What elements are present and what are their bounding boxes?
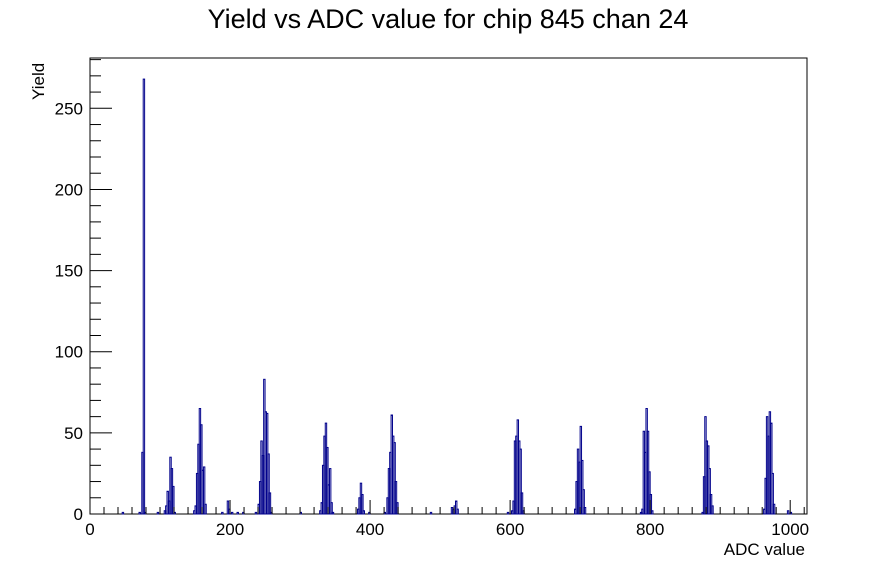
histogram-bar [709,494,713,515]
x-axis-title: ADC value [724,540,805,559]
histogram-bar [648,471,651,515]
y-axis: 0 50 100 150 200 250 [55,59,112,524]
histogram-bar [455,500,458,515]
x-tick-label: 400 [356,520,384,539]
plot-frame [89,57,808,515]
histogram-bar [254,511,258,515]
histogram-bar [429,511,433,515]
histogram-bar [121,511,125,515]
y-tick-label: 0 [74,505,83,524]
histogram-bar [267,453,270,515]
histogram-bar [770,422,773,515]
histogram-bar [394,481,398,515]
x-axis: 0 200 400 600 800 1000 [85,500,809,539]
histogram-bar [581,459,584,515]
histogram-bars [121,78,793,515]
histogram-bar [226,500,230,515]
x-tick-label: 800 [636,520,664,539]
histogram-bar [326,446,329,515]
histogram-bar [582,489,585,515]
histogram-bar [520,492,524,515]
histogram-bar [200,424,203,515]
histogram-bar [771,472,774,515]
histogram-bar [156,511,160,515]
histogram-bar [138,511,141,515]
histogram-bar [651,510,654,515]
x-tick-label: 1000 [771,520,809,539]
histogram-bar [583,507,587,515]
y-tick-label: 150 [55,262,83,281]
histogram-bar [221,511,224,515]
histogram-bar [230,511,234,515]
histogram-bar [236,511,239,515]
histogram-bar [393,442,396,515]
y-tick-label: 250 [55,99,83,118]
histogram-bar [330,502,333,515]
histogram-bar [204,503,207,515]
y-axis-title: Yield [29,63,48,100]
histogram-bar [172,485,175,515]
histogram-bar [268,492,272,515]
histogram-bar [361,494,364,515]
histogram-bar [331,511,335,515]
histogram-bar [519,448,522,515]
histogram-bar [328,468,332,515]
x-tick-label: 200 [216,520,244,539]
histogram-bar [711,505,714,515]
histogram-bar [772,503,776,515]
y-tick-label: 200 [55,180,83,199]
histogram-bar [708,468,711,515]
y-tick-label: 50 [64,424,83,443]
histogram-bar [456,508,459,515]
histogram-bar [142,78,146,515]
histogram-bar [362,510,365,515]
x-tick-label: 0 [85,520,94,539]
chart-title: Yield vs ADC value for chip 845 chan 24 [207,4,689,34]
x-tick-label: 600 [496,520,524,539]
histogram-bar [506,511,510,515]
histogram-bar [786,510,790,515]
histogram-bar [202,466,206,515]
y-tick-label: 100 [55,343,83,362]
